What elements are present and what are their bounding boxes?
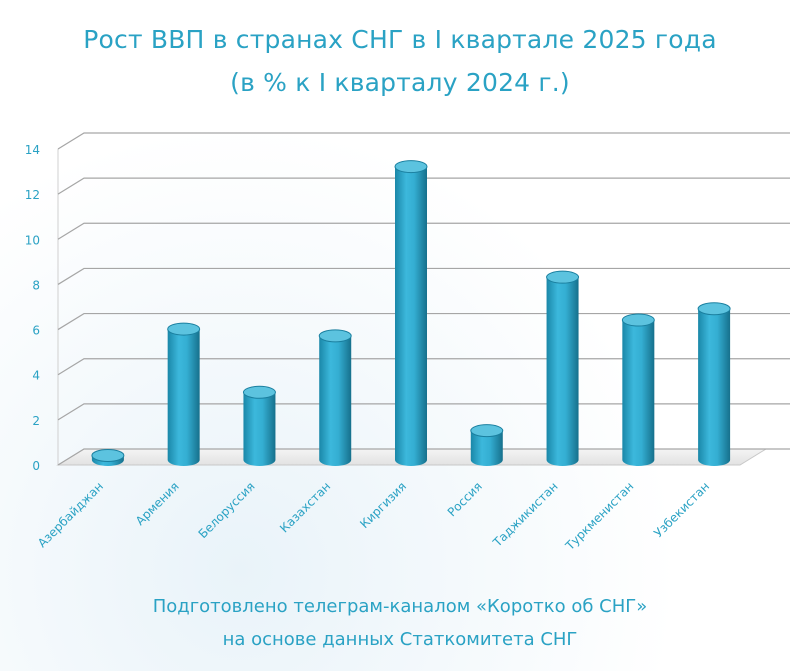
bar-body bbox=[243, 392, 276, 466]
bar bbox=[167, 322, 201, 467]
footer-source-line1: Подготовлено телеграм-каналом «Коротко о… bbox=[152, 596, 648, 617]
x-tick-label: Узбекистан bbox=[651, 479, 712, 540]
bar-top bbox=[91, 448, 125, 462]
bar-top bbox=[394, 160, 428, 174]
bar bbox=[91, 448, 125, 467]
bar bbox=[621, 313, 655, 467]
y-tick-label: 0 bbox=[32, 459, 40, 473]
y-tick-label: 4 bbox=[32, 369, 40, 383]
bar bbox=[242, 385, 276, 466]
bar-top bbox=[167, 322, 201, 336]
x-tick-label: Азербайджан bbox=[35, 479, 106, 550]
y-tick-label: 10 bbox=[25, 233, 40, 247]
bar-body bbox=[546, 277, 579, 467]
chart-title: Рост ВВП в странах СНГ в I квартале 2025… bbox=[83, 25, 717, 54]
bar-top bbox=[470, 424, 504, 438]
bar-top bbox=[546, 270, 580, 284]
labels-layer: 0 2 4 6 8 10 12 14 Азербайджан Армения Белоруссия К… bbox=[25, 143, 713, 554]
bar bbox=[394, 160, 428, 467]
gridline bbox=[57, 222, 790, 240]
y-tick-label: 12 bbox=[25, 188, 40, 202]
x-tick-label: Казахстан bbox=[277, 479, 333, 535]
x-tick-label: Белоруссия bbox=[196, 479, 258, 541]
y-tick-label: 8 bbox=[32, 278, 40, 292]
bar bbox=[318, 329, 352, 467]
gridline bbox=[57, 132, 790, 150]
x-tick-label: Армения bbox=[133, 479, 182, 528]
bar-body bbox=[698, 308, 731, 467]
gridline bbox=[57, 267, 790, 285]
x-tick-label: Туркменистан bbox=[562, 479, 636, 553]
bar-body bbox=[470, 430, 503, 467]
x-tick-label: Россия bbox=[445, 479, 485, 519]
x-tick-label: Таджикистан bbox=[490, 479, 561, 550]
bar-body bbox=[167, 329, 200, 467]
bar-body bbox=[622, 320, 655, 467]
y-tick-label: 14 bbox=[25, 143, 40, 157]
gridline bbox=[57, 177, 790, 195]
bar bbox=[546, 270, 580, 467]
bar-top bbox=[242, 385, 276, 399]
x-tick-label: Киргизия bbox=[357, 479, 409, 531]
bar bbox=[697, 302, 731, 467]
bar-body bbox=[91, 455, 124, 467]
bar-body bbox=[395, 166, 427, 467]
bar-top bbox=[697, 302, 731, 316]
bar-top bbox=[621, 313, 655, 327]
footer-source-line2: на основе данных Статкомитета СНГ bbox=[222, 629, 578, 650]
y-tick-label: 2 bbox=[32, 414, 40, 428]
y-tick-label: 6 bbox=[32, 324, 40, 338]
bar-body bbox=[319, 335, 352, 467]
chart-subtitle: (в % к I кварталу 2024 г.) bbox=[230, 68, 570, 97]
bar bbox=[470, 424, 504, 467]
bar-top bbox=[318, 329, 352, 343]
bars-layer bbox=[91, 160, 731, 467]
